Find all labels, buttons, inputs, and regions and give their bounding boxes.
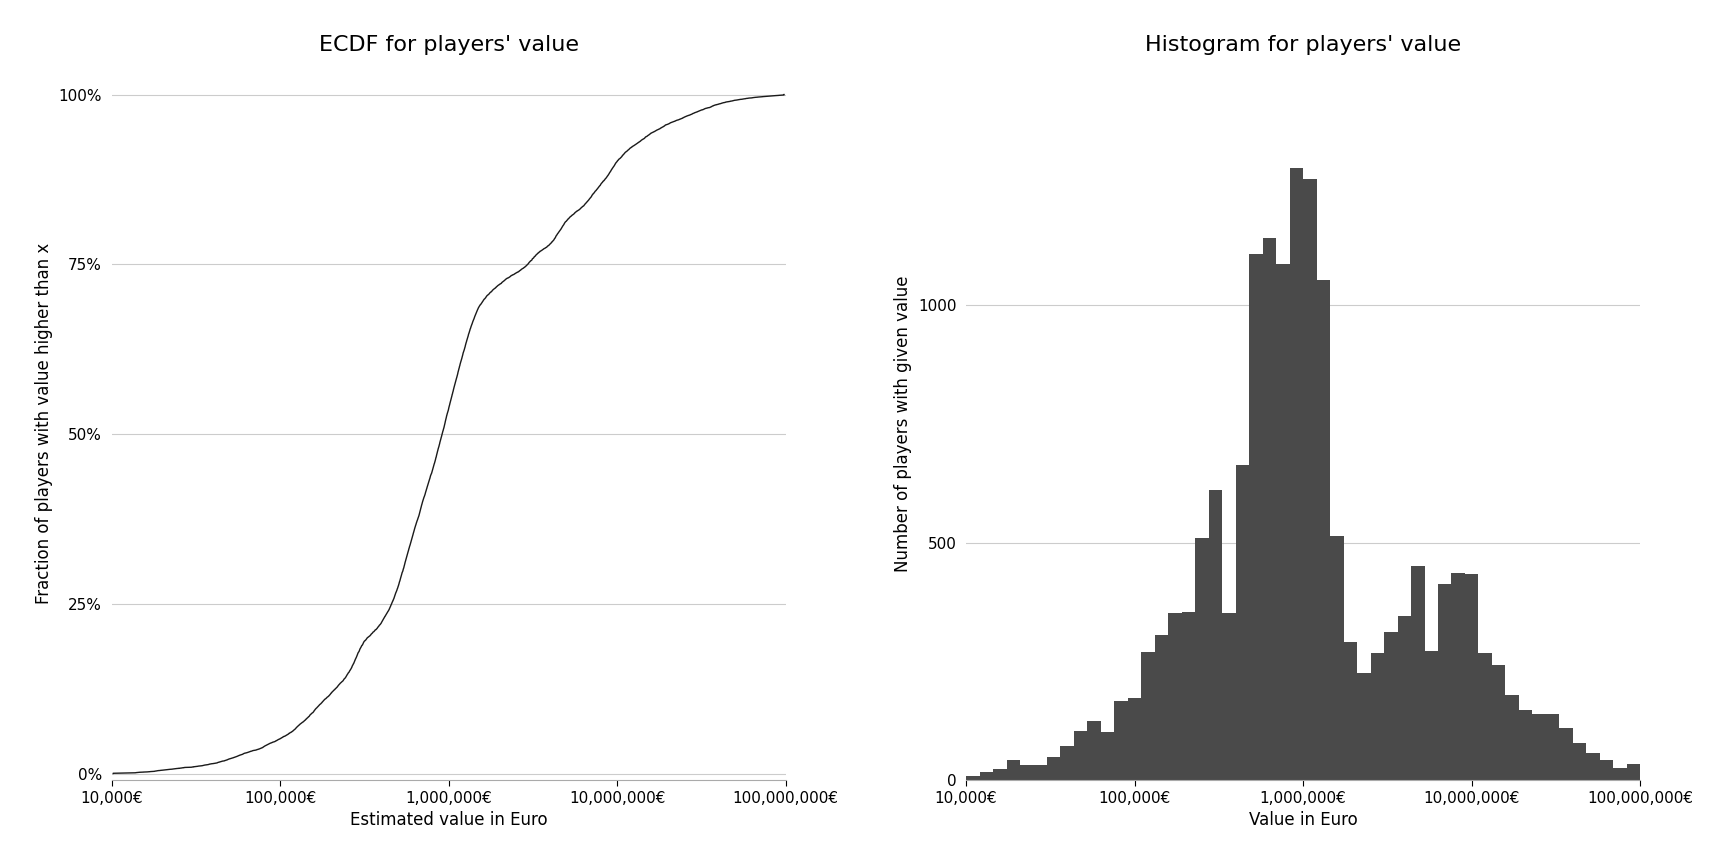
Y-axis label: Number of players with given value: Number of players with given value — [895, 276, 912, 572]
Bar — [1331, 536, 1344, 780]
Bar — [1398, 616, 1412, 780]
Bar — [1424, 651, 1438, 780]
Bar — [1465, 574, 1479, 780]
Title: Histogram for players' value: Histogram for players' value — [1146, 35, 1462, 54]
Bar — [1533, 714, 1547, 780]
Bar — [1087, 721, 1101, 780]
Y-axis label: Fraction of players with value higher than x: Fraction of players with value higher th… — [35, 244, 54, 605]
X-axis label: Estimated value in Euro: Estimated value in Euro — [349, 811, 548, 829]
Bar — [1438, 583, 1452, 780]
Bar — [1626, 764, 1640, 780]
Bar — [1061, 746, 1073, 780]
Bar — [1572, 743, 1586, 780]
Bar — [1073, 731, 1087, 780]
Bar — [966, 776, 980, 780]
Bar — [1370, 653, 1384, 780]
Bar — [1222, 613, 1236, 780]
Bar — [1452, 573, 1465, 780]
Bar — [1412, 566, 1424, 780]
Bar — [1479, 653, 1491, 780]
Bar — [1142, 652, 1154, 780]
X-axis label: Value in Euro: Value in Euro — [1249, 811, 1358, 829]
Bar — [1491, 665, 1505, 780]
Bar — [1586, 753, 1600, 780]
Bar — [1505, 695, 1519, 780]
Bar — [1196, 538, 1210, 780]
Bar — [1047, 757, 1061, 780]
Bar — [1249, 254, 1263, 780]
Bar — [1182, 612, 1196, 780]
Bar — [1317, 280, 1331, 780]
Bar — [1020, 765, 1033, 780]
Bar — [1303, 179, 1317, 780]
Bar — [1384, 632, 1398, 780]
Bar — [1263, 238, 1277, 780]
Bar — [1344, 642, 1356, 780]
Bar — [1559, 727, 1572, 780]
Bar — [1033, 765, 1047, 780]
Title: ECDF for players' value: ECDF for players' value — [318, 35, 579, 54]
Bar — [1236, 465, 1249, 780]
Bar — [1519, 710, 1533, 780]
Bar — [1154, 635, 1168, 780]
Bar — [994, 769, 1006, 780]
Bar — [1614, 768, 1626, 780]
Bar — [1277, 264, 1289, 780]
Bar — [1006, 760, 1020, 780]
Bar — [1210, 491, 1222, 780]
Bar — [1128, 697, 1142, 780]
Bar — [1600, 759, 1614, 780]
Bar — [1356, 673, 1370, 780]
Bar — [1289, 168, 1303, 780]
Bar — [1547, 715, 1559, 780]
Bar — [1101, 732, 1115, 780]
Bar — [1168, 613, 1182, 780]
Bar — [980, 772, 994, 780]
Bar — [1115, 702, 1128, 780]
